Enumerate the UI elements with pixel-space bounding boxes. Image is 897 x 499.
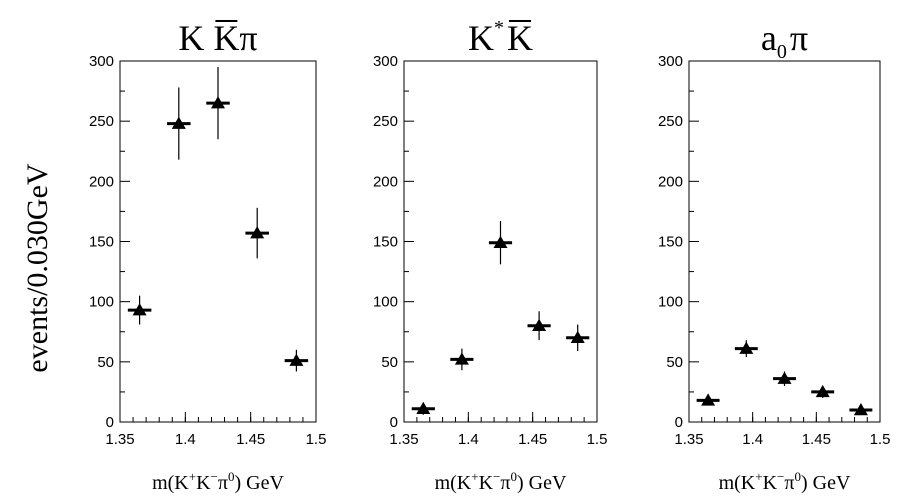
data-point-marker [250,226,265,239]
y-tick-label: 250 [89,113,114,130]
panel-3: 0 50 100 150 200 250 300 1.35 1.4 1.45 1.5 a0 π m(K+… [658,18,890,494]
y-tick-label: 200 [373,173,398,190]
y-tick-label: 250 [658,113,683,130]
x-tick-label: 1.35 [674,431,703,448]
x-tick-label: 1.4 [458,431,479,448]
x-tick-label: 1.4 [175,431,196,448]
x-tick-label: 1.5 [587,431,608,448]
data-point-marker [739,341,754,354]
data-point-marker [532,318,547,331]
y-tick-label: 200 [89,173,114,190]
x-tick-label: 1.5 [870,431,891,448]
y-tick-label: 300 [89,53,114,70]
panel-2: 0 50 100 150 200 250 300 1.35 1.4 1.45 1.5 K* K m(K+… [373,17,607,494]
data-point-marker [815,384,830,398]
x-tick-label: 1.35 [105,431,134,448]
x-tick-label: 1.35 [389,431,418,448]
y-tick-label: 100 [89,294,114,311]
data-point-marker [416,401,431,415]
panel-title: K Kπ [178,18,257,58]
data-point-marker [777,371,792,384]
y-tick-label: 0 [106,414,114,431]
y-axis-label: events/0.030GeV [21,163,54,372]
panel-title: a0 π [761,18,808,63]
x-axis-label: m(K+K−π0) GeV [719,469,851,494]
y-tick-label: 50 [97,354,114,371]
y-tick-label: 0 [675,414,683,431]
y-tick-label: 250 [373,113,398,130]
x-axis-label: m(K+K−π0) GeV [435,469,567,494]
data-point-marker [454,352,469,365]
panel-1: 0 50 100 150 200 250 300 1.35 1.4 1.45 1.5 K Kπ m(K+… [89,18,326,494]
data-point-marker [853,402,868,416]
plot-frame [688,60,881,423]
x-tick-label: 1.4 [742,431,763,448]
y-tick-label: 100 [658,294,683,311]
panel-title: K* K [468,17,533,58]
y-tick-label: 150 [89,234,114,251]
data-point-marker [211,96,225,109]
y-tick-label: 200 [658,173,683,190]
data-point-marker [493,235,508,248]
y-tick-label: 150 [658,234,683,251]
y-tick-label: 300 [658,53,683,70]
y-tick-label: 150 [373,234,398,251]
x-tick-label: 1.45 [518,431,547,448]
x-tick-label: 1.5 [306,431,327,448]
y-tick-label: 100 [373,294,398,311]
data-point-marker [171,116,186,129]
y-tick-label: 300 [373,53,398,70]
data-point-marker [132,303,147,316]
y-tick-label: 50 [666,354,683,371]
data-point-marker [289,353,304,366]
x-axis-label: m(K+K−π0) GeV [152,469,284,494]
x-tick-label: 1.45 [236,431,265,448]
y-tick-label: 50 [381,354,398,371]
x-tick-label: 1.45 [802,431,831,448]
data-point-marker [570,330,585,344]
data-point-marker [701,393,716,406]
y-tick-label: 0 [390,414,398,431]
